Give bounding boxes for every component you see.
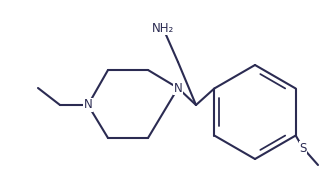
- Text: N: N: [174, 82, 182, 94]
- Text: S: S: [299, 142, 307, 154]
- Text: N: N: [84, 98, 92, 112]
- Text: NH₂: NH₂: [152, 21, 174, 35]
